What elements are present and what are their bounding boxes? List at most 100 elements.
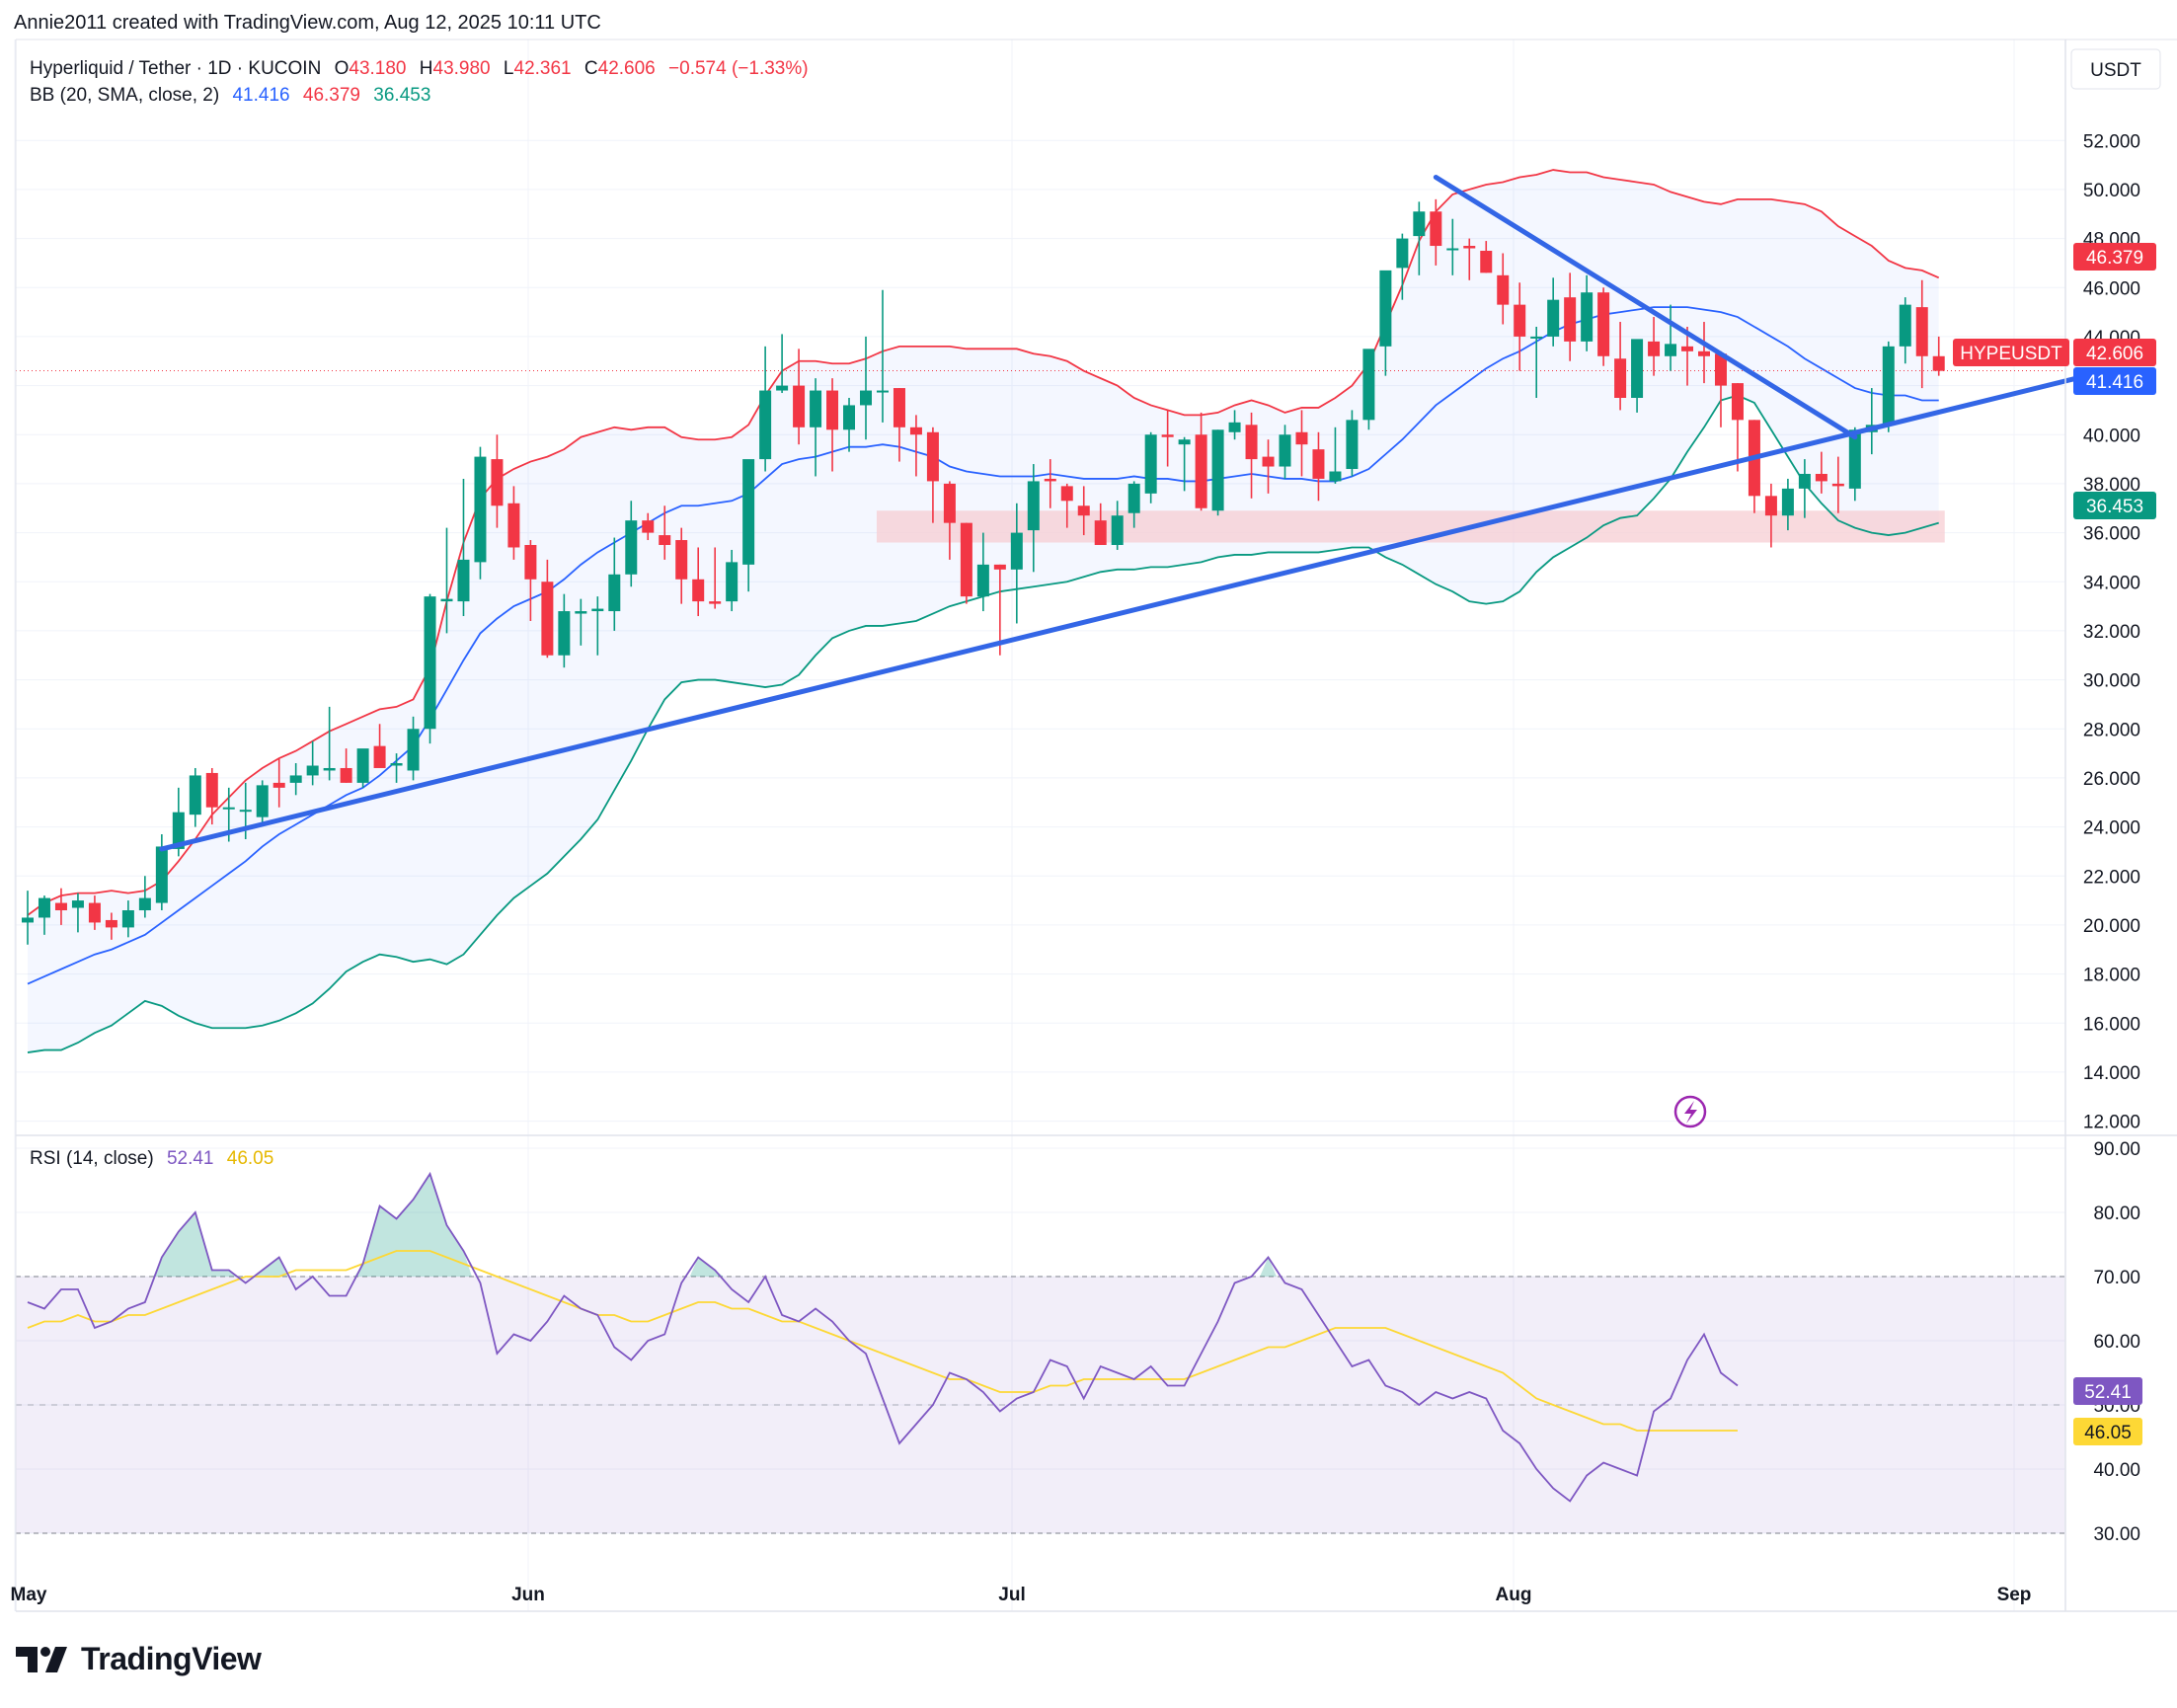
candle[interactable] [256, 780, 269, 825]
candle[interactable] [1245, 412, 1258, 499]
candle[interactable] [776, 334, 789, 394]
candle[interactable] [1781, 478, 1794, 531]
candle[interactable] [1413, 201, 1426, 275]
candle[interactable] [1899, 297, 1911, 364]
candle[interactable] [1060, 483, 1073, 528]
rsi-pane[interactable] [16, 1171, 2065, 1534]
candle[interactable] [1681, 326, 1694, 386]
candle[interactable] [993, 564, 1006, 656]
candle[interactable] [1362, 349, 1375, 430]
candle[interactable] [205, 767, 218, 825]
candle[interactable] [1764, 483, 1777, 548]
candle[interactable] [356, 748, 369, 788]
candle[interactable] [1480, 241, 1493, 273]
candle[interactable] [1161, 410, 1174, 467]
candle[interactable] [1614, 322, 1627, 411]
candle[interactable] [1547, 277, 1560, 347]
candle[interactable] [759, 346, 772, 472]
candle[interactable] [608, 537, 621, 631]
candle[interactable] [424, 593, 436, 744]
candle[interactable] [860, 336, 872, 440]
candle[interactable] [943, 481, 956, 560]
candle[interactable] [1312, 431, 1325, 502]
lightning-icon[interactable] [1673, 1095, 1707, 1128]
candle[interactable] [558, 593, 571, 668]
candle[interactable] [1195, 412, 1207, 511]
candle[interactable] [909, 415, 922, 477]
candle[interactable] [1346, 410, 1359, 477]
candle[interactable] [1279, 425, 1291, 479]
candle[interactable] [38, 895, 50, 935]
candle[interactable] [1564, 272, 1577, 361]
candle[interactable] [1111, 501, 1124, 550]
candle[interactable] [340, 748, 352, 783]
candle[interactable] [323, 706, 336, 781]
candle[interactable] [726, 549, 739, 612]
candle[interactable] [876, 289, 889, 423]
candle[interactable] [1581, 274, 1594, 351]
candle[interactable] [1882, 341, 1895, 432]
candle[interactable] [793, 349, 806, 445]
candle[interactable] [642, 512, 655, 541]
candle[interactable] [1396, 233, 1409, 300]
candle[interactable] [1446, 218, 1459, 275]
candle[interactable] [88, 895, 101, 930]
candle[interactable] [306, 740, 319, 786]
candle[interactable] [1932, 336, 1945, 376]
candle[interactable] [1211, 429, 1224, 516]
candle[interactable] [491, 434, 504, 528]
candle[interactable] [189, 767, 201, 827]
candle[interactable] [659, 505, 671, 560]
candle[interactable] [105, 912, 117, 940]
candle[interactable] [926, 427, 939, 523]
candle[interactable] [1077, 486, 1090, 536]
candle[interactable] [675, 527, 688, 604]
candle[interactable] [742, 459, 755, 592]
candle[interactable] [272, 758, 285, 808]
candle[interactable] [1798, 459, 1811, 518]
candle[interactable] [1228, 410, 1241, 440]
candle[interactable] [843, 398, 856, 452]
candle[interactable] [1815, 451, 1827, 494]
candle[interactable] [1731, 383, 1744, 472]
candle[interactable] [1262, 439, 1275, 494]
candle[interactable] [121, 900, 134, 938]
candle[interactable] [138, 876, 151, 918]
candle[interactable] [625, 501, 638, 587]
candle[interactable] [1044, 459, 1056, 508]
candle[interactable] [524, 540, 537, 621]
candle[interactable] [1497, 253, 1510, 325]
candle[interactable] [1127, 481, 1140, 528]
candle[interactable] [22, 891, 34, 945]
candle[interactable] [1295, 410, 1308, 477]
candle[interactable] [289, 763, 302, 796]
candle[interactable] [1178, 436, 1191, 492]
candle[interactable] [407, 716, 420, 781]
candle[interactable] [1597, 287, 1610, 366]
candle[interactable] [960, 522, 972, 604]
candle[interactable] [1648, 317, 1661, 376]
candle[interactable] [1379, 270, 1392, 376]
trendlines[interactable] [159, 175, 2110, 852]
brand-logo[interactable]: TradingView [16, 1641, 262, 1677]
candle[interactable] [976, 532, 989, 612]
candle[interactable] [1514, 282, 1526, 371]
candle[interactable] [457, 478, 470, 617]
candle[interactable] [541, 559, 554, 659]
candle[interactable] [810, 378, 822, 477]
candle[interactable] [1027, 464, 1040, 573]
candle[interactable] [474, 446, 487, 580]
candle[interactable] [1915, 279, 1928, 389]
candle[interactable] [826, 378, 839, 472]
candle[interactable] [1698, 322, 1710, 384]
candle[interactable] [390, 753, 403, 783]
candle[interactable] [440, 527, 453, 634]
candle[interactable] [1010, 503, 1023, 624]
candle[interactable] [1748, 420, 1760, 513]
candle[interactable] [1714, 350, 1727, 427]
candle[interactable] [893, 388, 905, 462]
candle[interactable] [692, 547, 705, 617]
candle[interactable] [507, 486, 520, 560]
candle[interactable] [1463, 238, 1476, 280]
